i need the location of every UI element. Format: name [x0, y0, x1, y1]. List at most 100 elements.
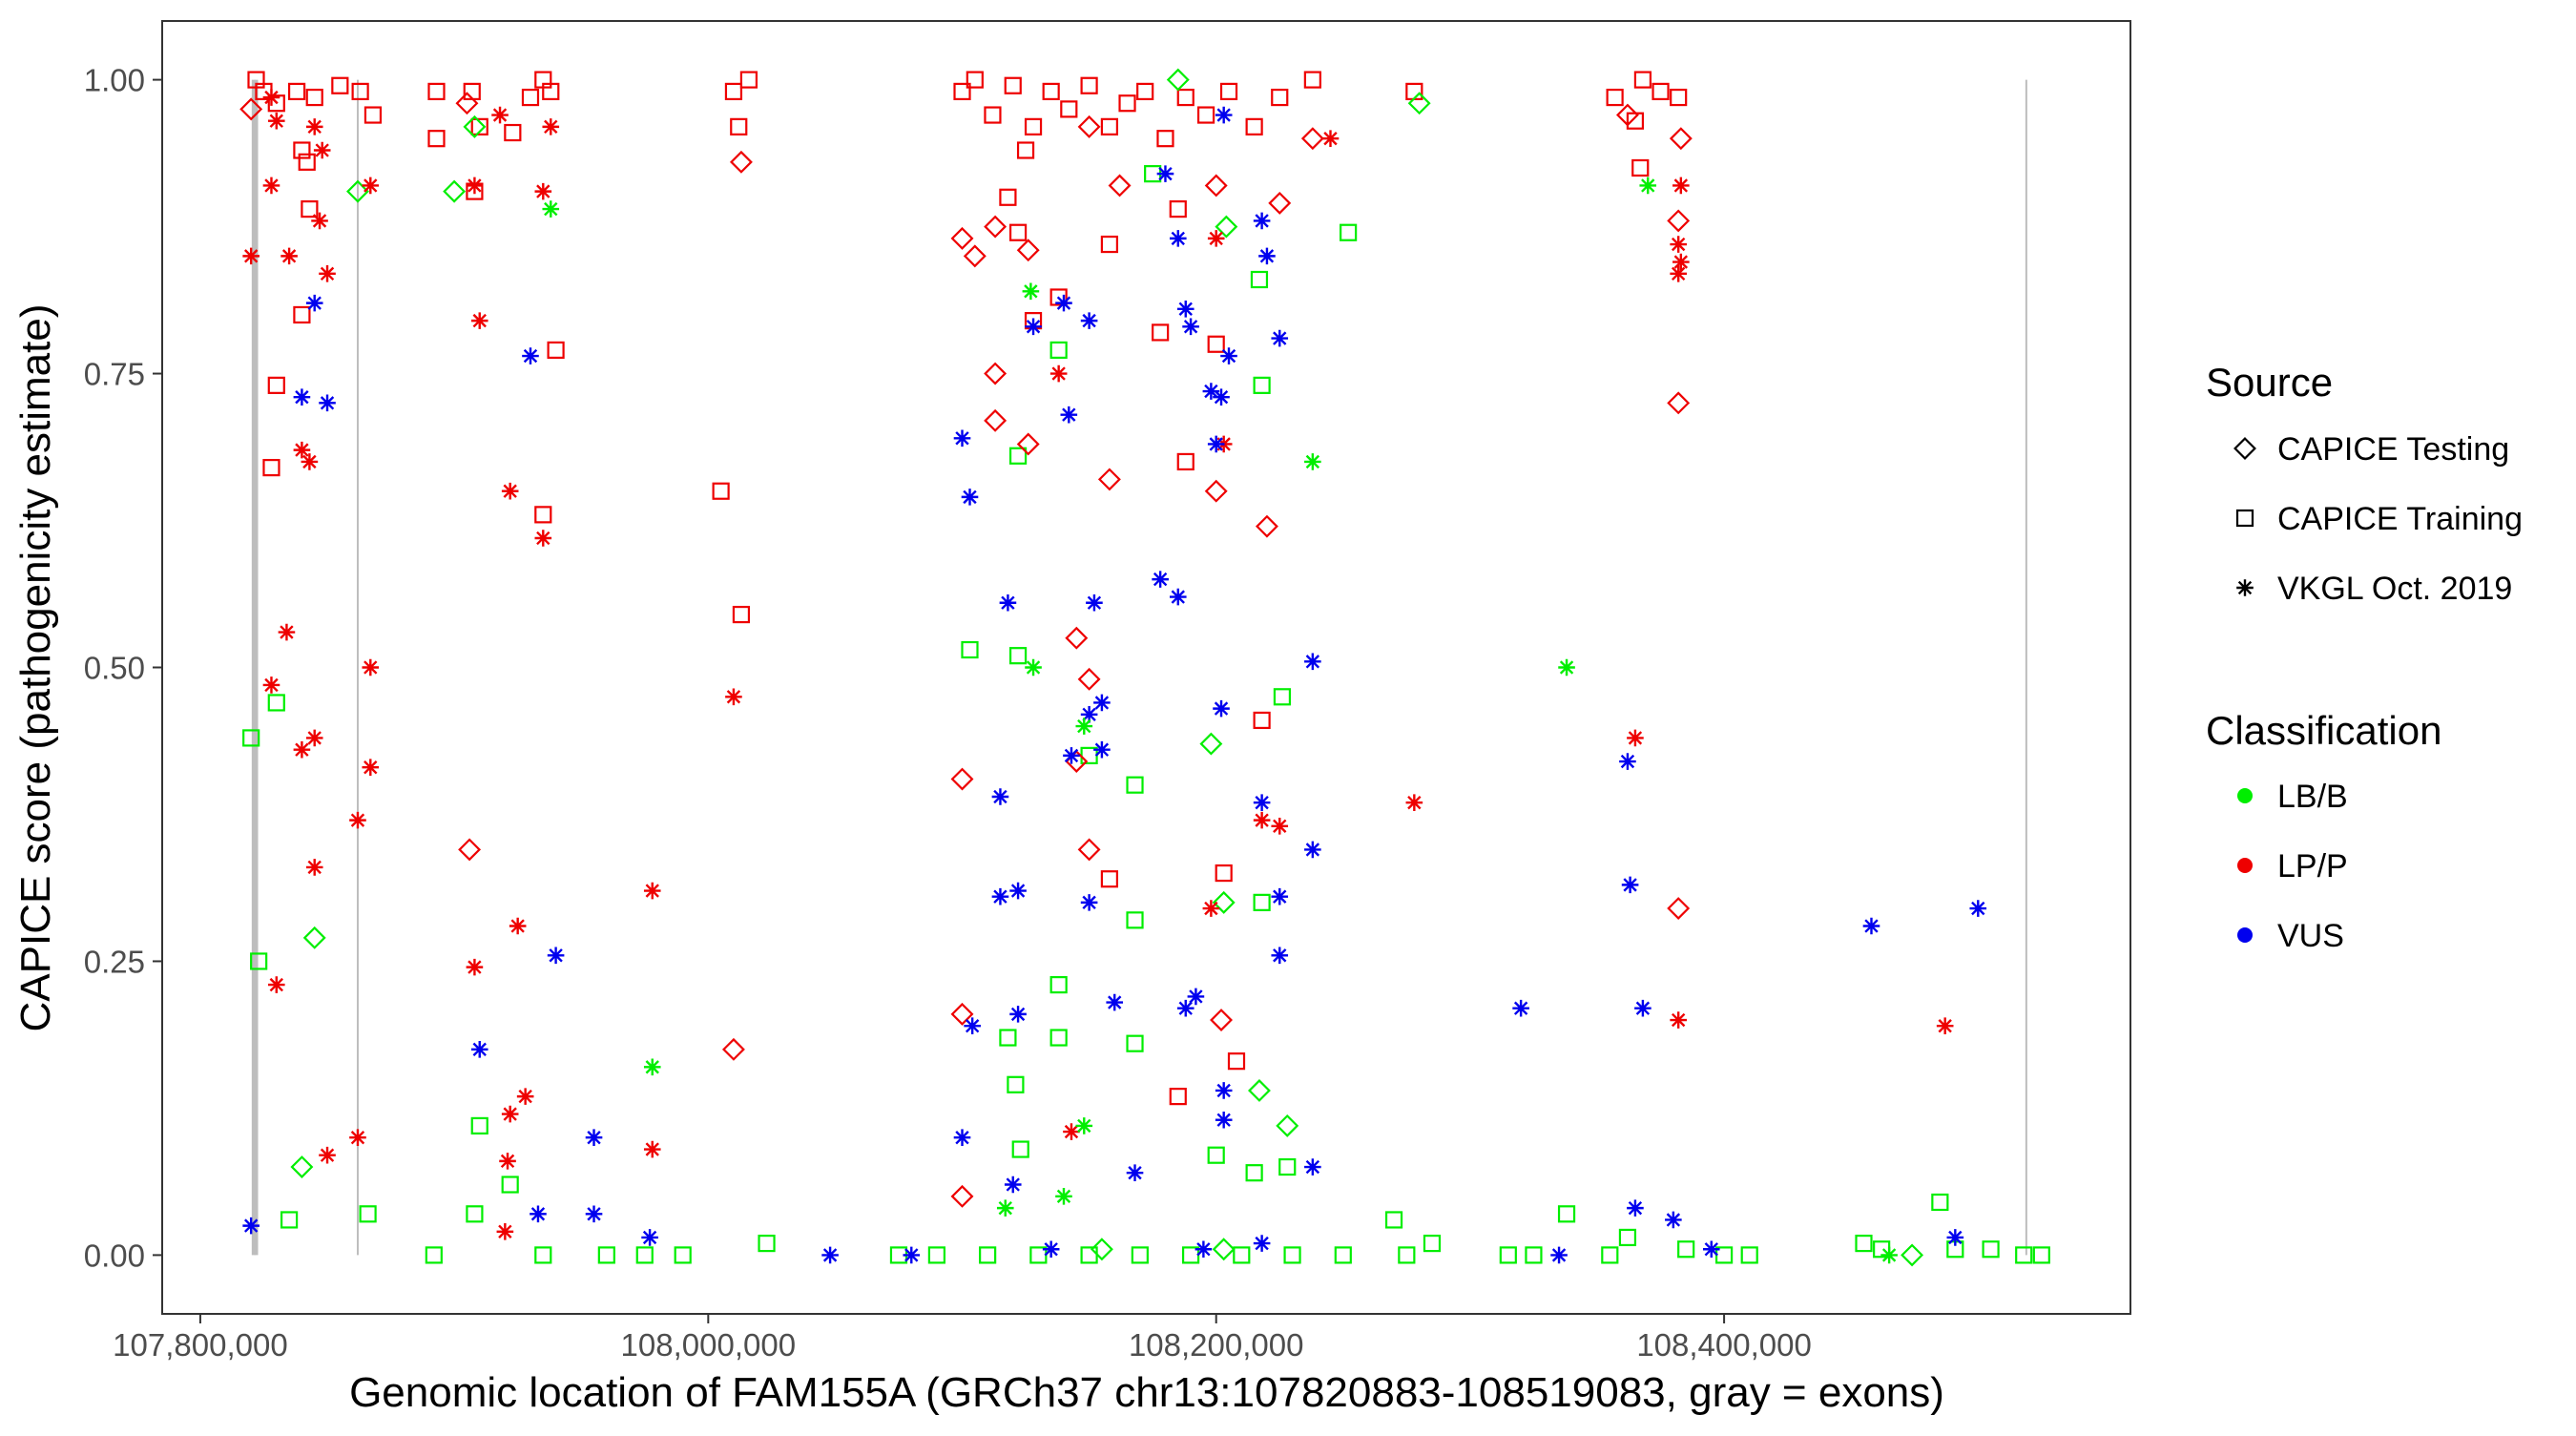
data-point: [1049, 364, 1068, 383]
data-point: [991, 788, 1009, 805]
data-point: [1106, 993, 1124, 1011]
data-point: [463, 114, 487, 138]
data-point: [313, 141, 331, 159]
data-point: [1025, 318, 1042, 336]
data-point: [319, 1146, 336, 1164]
data-point: [1202, 383, 1220, 400]
data-point: [1049, 975, 1068, 994]
x-axis: 107,800,000 108,000,000 108,200,000 108,400…: [113, 1314, 1812, 1363]
legend-source-label: CAPICE Testing: [2277, 431, 2509, 468]
legend-source-title: Source: [2206, 360, 2333, 405]
data-point: [1009, 1006, 1027, 1023]
data-point: [1108, 174, 1132, 198]
data-point: [267, 976, 285, 993]
data-point: [1253, 376, 1271, 394]
data-point: [674, 1246, 692, 1264]
data-point: [1176, 300, 1195, 318]
data-point: [1634, 999, 1652, 1017]
data-point: [1557, 1205, 1576, 1223]
data-point: [499, 1153, 516, 1170]
data-point: [516, 1088, 534, 1105]
data-point: [1670, 236, 1687, 253]
data-point: [466, 1205, 484, 1223]
data-point: [349, 811, 366, 829]
data-point: [1633, 71, 1652, 89]
legend: Source CAPICE Testing CAPICE Training VKGL…: [2206, 360, 2523, 954]
data-point: [262, 676, 280, 694]
data-point: [1215, 1111, 1233, 1129]
data-point: [1215, 215, 1238, 239]
data-point: [1016, 432, 1040, 456]
data-point: [1946, 1229, 1964, 1246]
data-point: [530, 1205, 547, 1223]
data-point: [267, 376, 285, 394]
data-point: [1156, 165, 1174, 182]
data-point: [641, 1229, 658, 1246]
data-point: [1136, 82, 1154, 101]
data-point: [1176, 88, 1195, 107]
data-point: [427, 82, 446, 101]
data-point: [1702, 1240, 1720, 1259]
data-point: [1245, 117, 1263, 135]
data-point: [1219, 82, 1238, 101]
data-point: [250, 952, 268, 970]
data-point: [242, 729, 260, 747]
data-point: [1901, 1243, 1924, 1267]
data-point: [1621, 876, 1639, 894]
data-point: [1271, 817, 1289, 835]
data-point: [305, 118, 323, 135]
x-tick-label: 108,000,000: [621, 1327, 797, 1363]
data-point: [2032, 1246, 2050, 1264]
data-point: [364, 106, 383, 124]
data-point: [1213, 388, 1230, 406]
data-point: [1667, 391, 1691, 415]
data-point: [1195, 1240, 1213, 1259]
data-point: [999, 1029, 1017, 1047]
data-point: [979, 1246, 997, 1264]
data-point: [1253, 794, 1271, 811]
data-point: [470, 1041, 488, 1058]
data-point: [1004, 76, 1022, 94]
data-point: [643, 1058, 661, 1076]
data-point: [1004, 1176, 1022, 1194]
data-point: [1304, 1158, 1321, 1176]
data-point: [1862, 917, 1880, 935]
data-point: [1077, 114, 1101, 138]
data-point: [1677, 1240, 1695, 1259]
data-point: [1215, 864, 1233, 883]
data-point: [1213, 699, 1230, 718]
data-point: [1253, 893, 1271, 911]
data-point: [242, 1217, 260, 1235]
data-point: [1300, 127, 1324, 151]
data-point: [1055, 1188, 1072, 1205]
data-point: [966, 71, 984, 89]
data-point: [290, 1155, 314, 1178]
data-point: [732, 605, 751, 624]
data-point: [1063, 747, 1080, 764]
data-point: [1152, 323, 1170, 342]
data-point: [1187, 988, 1205, 1006]
data-point: [305, 88, 323, 107]
data-point: [349, 1129, 366, 1147]
data-point: [1227, 1052, 1246, 1071]
data-point: [1008, 647, 1028, 665]
data-point: [1278, 1157, 1297, 1176]
data-point: [1253, 212, 1271, 230]
x-axis-title: Genomic location of FAM155A (GRCh37 chr1…: [349, 1369, 1944, 1416]
data-point: [262, 89, 280, 106]
data-point: [1936, 1017, 1954, 1034]
data-point: [542, 82, 560, 101]
data-point: [1080, 312, 1098, 329]
data-point: [262, 458, 280, 477]
data-point: [455, 92, 479, 115]
data-point: [501, 1105, 519, 1123]
legend-class-key: [2237, 927, 2253, 943]
data-point: [1253, 1235, 1271, 1252]
data-point: [1423, 1234, 1442, 1253]
data-point: [298, 153, 316, 171]
x-tick-label: 108,200,000: [1129, 1327, 1304, 1363]
data-point: [443, 179, 467, 203]
data-point: [2015, 1246, 2033, 1264]
legend-class-label: LB/B: [2277, 779, 2348, 815]
data-point: [1969, 900, 1987, 917]
